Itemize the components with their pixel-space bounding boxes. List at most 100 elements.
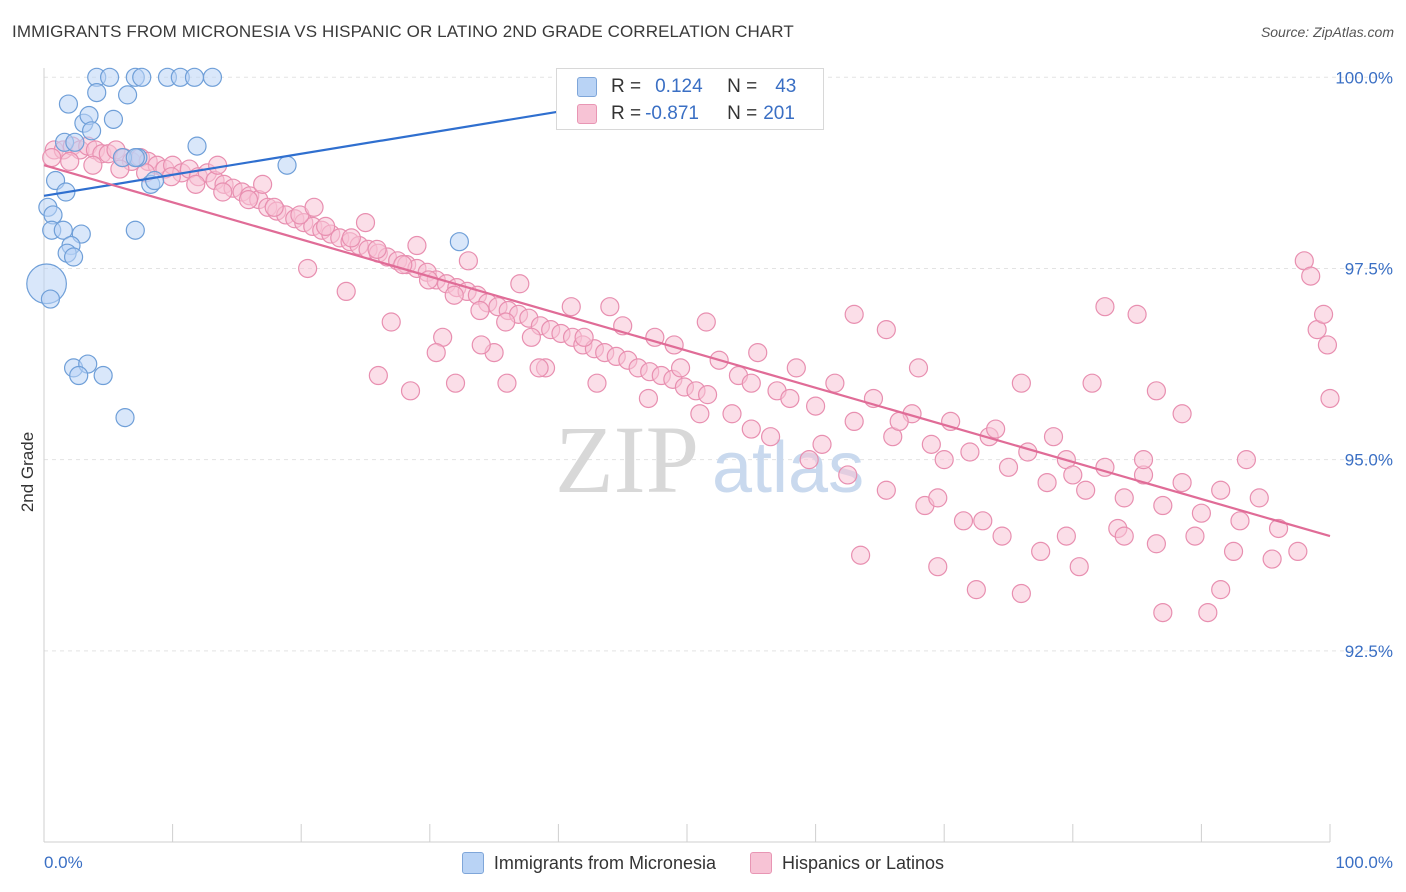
stats-blue-r-label: R =: [611, 76, 642, 97]
pink-point-184: [574, 327, 594, 347]
pink-point-182: [1236, 450, 1257, 470]
trend-lines: [43, 110, 1331, 538]
pink-point-163: [928, 488, 948, 508]
pink-point-161: [1198, 602, 1218, 623]
pink-point-185: [529, 358, 549, 378]
pink-point-183: [600, 297, 620, 317]
pink-point-138: [1249, 488, 1269, 508]
pink-point-189: [368, 365, 388, 386]
legend-item-hispanics[interactable]: Hispanics or Latinos: [749, 852, 945, 874]
pink-point-101: [336, 281, 356, 302]
stats-box: R = 0.124 N = 43 R = -0.871 N = 201: [556, 68, 824, 130]
pink-point-141: [760, 427, 781, 447]
pink-point-131: [1114, 488, 1134, 508]
blue-point-19: [125, 147, 145, 168]
pink-point-121: [921, 434, 941, 454]
pink-point-140: [722, 404, 742, 424]
blue-point-8: [58, 94, 79, 114]
blue-point-29: [53, 220, 73, 240]
pink-point-203: [1133, 450, 1154, 470]
stats-blue-swatch: [577, 77, 597, 97]
pink-point-160: [1153, 602, 1173, 623]
stats-pink-r-label: R =: [611, 103, 642, 124]
y-tick-label-0: 100.0%: [1335, 68, 1393, 87]
pink-point-76: [186, 174, 206, 194]
blue-point-7: [202, 67, 223, 87]
pink-point-144: [876, 480, 896, 500]
y-axis-label: 2nd Grade: [18, 432, 37, 512]
pink-point-106: [587, 373, 607, 393]
pink-point-86: [444, 285, 464, 305]
blue-point-1: [99, 67, 120, 87]
blue-point-14: [103, 109, 124, 129]
legend-item-micronesia[interactable]: Immigrants from Micronesia: [461, 852, 716, 874]
series-micronesia-points: [26, 67, 469, 428]
pink-point-190: [426, 342, 446, 363]
pink-point-174: [1320, 388, 1340, 409]
pink-point-112: [748, 342, 768, 363]
pink-point-178: [1011, 373, 1031, 393]
blue-point-42: [40, 289, 61, 309]
pink-point-159: [1011, 583, 1031, 604]
pink-point-173: [1317, 335, 1338, 355]
blue-point-16: [65, 132, 85, 152]
stats-pink-r-value: -0.871: [645, 103, 699, 124]
pink-point-126: [1018, 442, 1038, 462]
pink-point-96: [510, 274, 530, 294]
pink-point-94: [407, 235, 427, 256]
pink-point-167: [1095, 297, 1115, 317]
pink-point-143: [838, 465, 858, 485]
pink-point-139: [1268, 518, 1289, 539]
pink-point-82: [341, 228, 361, 248]
pink-point-109: [741, 419, 761, 439]
pink-point-70: [42, 147, 62, 168]
watermark: ZIP atlas: [555, 406, 864, 513]
pink-point-69: [697, 385, 718, 405]
y-tick-label-3: 92.5%: [1345, 642, 1393, 661]
pink-point-162: [1211, 580, 1231, 600]
pink-point-170: [1301, 266, 1321, 286]
pink-point-114: [786, 358, 806, 378]
stats-blue-r-value: 0.124: [655, 76, 703, 97]
blue-point-23: [277, 155, 297, 175]
pink-point-188: [400, 381, 421, 401]
pink-point-199: [934, 450, 954, 470]
pink-point-202: [1063, 465, 1083, 485]
x-tick-label-0: 0.0%: [44, 853, 83, 872]
series-hispanics-points: [42, 136, 1340, 623]
pink-point-78: [238, 190, 259, 210]
stats-pink-swatch: [577, 104, 597, 124]
pink-point-201: [1043, 427, 1064, 447]
blue-point-34: [63, 247, 84, 267]
pink-point-152: [1185, 526, 1205, 546]
legend-label-micronesia: Immigrants from Micronesia: [493, 852, 716, 873]
pink-point-95: [458, 251, 478, 271]
pink-point-154: [1262, 549, 1282, 569]
pink-point-180: [1146, 381, 1166, 401]
blue-point-3: [132, 67, 152, 87]
pink-point-194: [696, 312, 716, 332]
y-tick-label-1: 97.5%: [1345, 259, 1393, 278]
watermark-atlas: atlas: [712, 428, 864, 508]
pink-point-71: [60, 151, 80, 172]
pink-point-81: [316, 216, 336, 237]
pink-point-142: [799, 450, 819, 470]
pink-point-72: [83, 155, 103, 175]
blue-point-22: [144, 170, 165, 191]
legend-label-hispanics: Hispanics or Latinos: [781, 852, 945, 873]
chart-title: IMMIGRANTS FROM MICRONESIA VS HISPANIC O…: [12, 22, 794, 41]
pink-point-197: [812, 434, 832, 454]
legend-swatch-pink: [749, 852, 772, 874]
pink-point-134: [1172, 472, 1192, 493]
pink-point-148: [1031, 541, 1051, 562]
pink-point-91: [253, 174, 273, 194]
pink-point-155: [1288, 541, 1308, 562]
pink-point-129: [1076, 480, 1096, 500]
x-tick-label-1: 100.0%: [1335, 853, 1393, 872]
pink-point-179: [1082, 373, 1102, 393]
legend-swatch-blue: [461, 852, 484, 874]
pink-point-195: [741, 373, 761, 393]
pink-point-186: [497, 373, 517, 393]
y-tick-label-2: 95.0%: [1345, 451, 1393, 470]
